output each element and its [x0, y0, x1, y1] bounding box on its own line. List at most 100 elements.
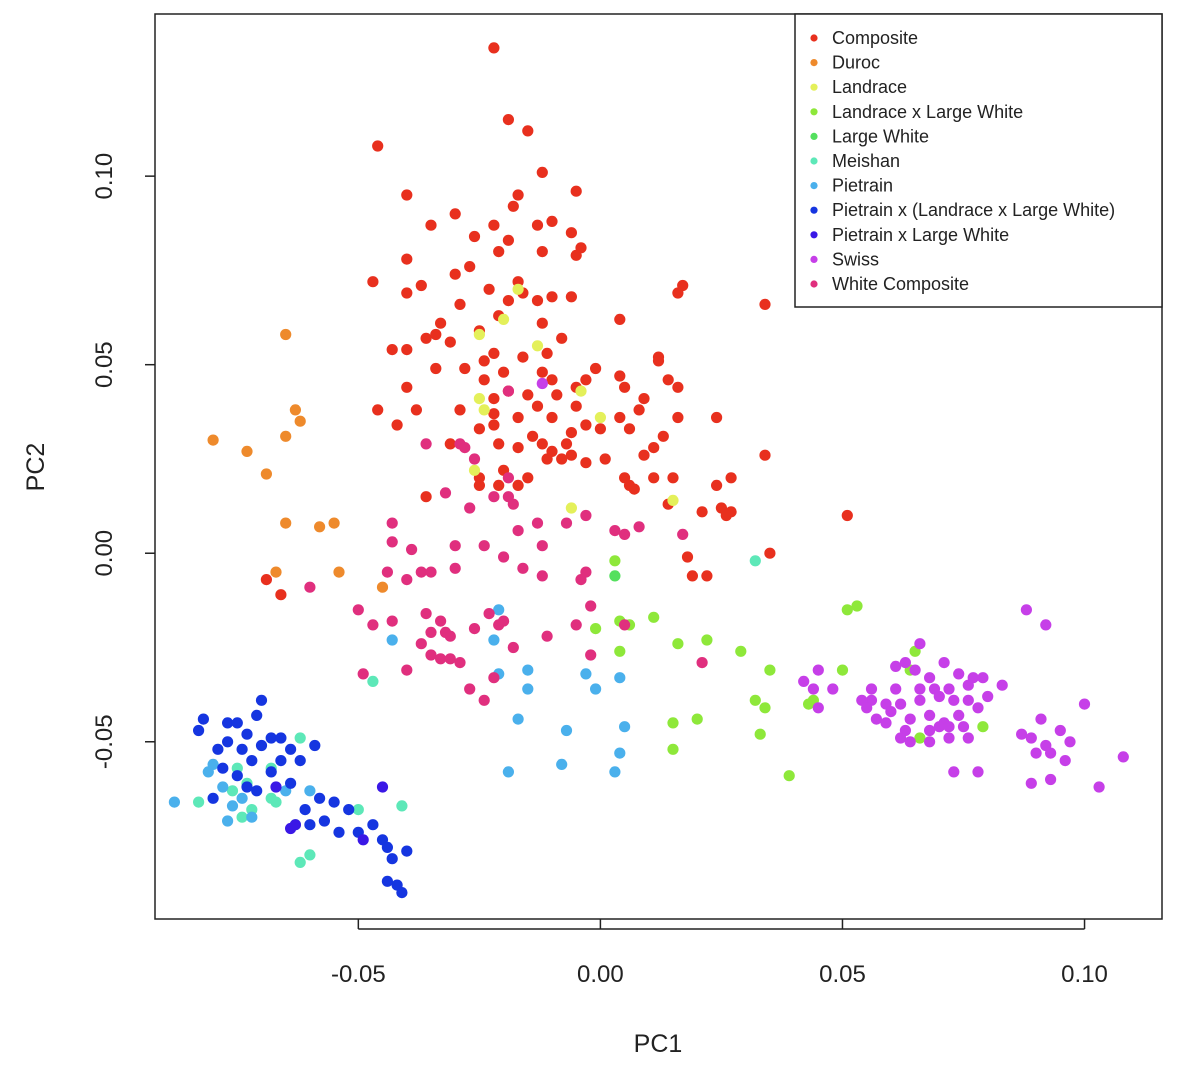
- point-composite-52: [478, 355, 490, 367]
- point-white-composite-48: [468, 623, 481, 635]
- point-swiss-27: [953, 709, 965, 722]
- point-composite-7: [570, 185, 582, 197]
- point-white-composite-29: [580, 566, 592, 578]
- point-composite-23: [367, 276, 379, 288]
- point-composite-33: [565, 291, 578, 303]
- point-landrace-x-large-white-10: [764, 664, 776, 676]
- point-pietrain-x-landrace-x-large-white-20: [251, 785, 263, 797]
- point-swiss-32: [870, 713, 883, 725]
- point-pietrain-x-landrace-x-large-white-5: [255, 694, 268, 706]
- point-white-composite-15: [619, 528, 631, 541]
- point-composite-129: [681, 551, 694, 563]
- point-pietrain-x-landrace-x-large-white-31: [309, 739, 321, 752]
- point-swiss-63: [1045, 773, 1057, 786]
- point-pietrain-x-landrace-x-large-white-27: [318, 815, 330, 827]
- point-swiss-39: [943, 721, 955, 733]
- point-composite-0: [488, 42, 500, 54]
- point-pietrain-5: [236, 792, 248, 804]
- point-swiss-10: [977, 672, 989, 684]
- point-landrace-8: [468, 464, 481, 476]
- point-white-composite-59: [454, 657, 466, 669]
- point-swiss-23: [948, 694, 960, 706]
- point-swiss-65: [1093, 781, 1105, 793]
- point-swiss-20: [895, 698, 907, 710]
- point-landrace-x-large-white-12: [759, 702, 771, 714]
- point-pietrain-x-large-white-4: [285, 822, 297, 835]
- point-composite-16: [565, 227, 578, 239]
- legend-label-swiss: Swiss: [832, 249, 879, 269]
- point-swiss-4: [890, 660, 902, 673]
- point-pietrain-x-landrace-x-large-white-0: [197, 713, 209, 725]
- point-swiss-7: [938, 657, 950, 669]
- point-white-composite-62: [488, 672, 500, 684]
- point-composite-66: [401, 381, 413, 393]
- point-composite-36: [454, 298, 466, 310]
- x-tick-label: -0.05: [331, 961, 386, 988]
- point-white-composite-37: [367, 619, 379, 631]
- point-composite-133: [260, 574, 272, 586]
- point-swiss-8: [953, 668, 965, 680]
- point-pietrain-7: [246, 811, 258, 823]
- point-composite-121: [473, 479, 485, 491]
- point-pietrain-x-landrace-x-large-white-17: [231, 770, 243, 782]
- point-white-composite-46: [435, 653, 447, 665]
- x-axis: -0.05 0.00 0.05 0.10: [331, 919, 1108, 988]
- point-composite-97: [512, 442, 524, 454]
- point-swiss-40: [957, 721, 970, 733]
- point-white-composite-3: [468, 453, 481, 465]
- point-swiss-15: [914, 683, 926, 695]
- point-white-composite-32: [415, 566, 427, 578]
- point-composite-5: [512, 189, 524, 201]
- point-composite-39: [430, 328, 442, 341]
- point-white-composite-60: [464, 683, 476, 695]
- point-composite-55: [459, 362, 471, 375]
- point-composite-90: [488, 419, 500, 431]
- legend-marker-pietrain: [810, 182, 818, 190]
- point-meishan-8: [294, 732, 306, 744]
- point-composite-41: [536, 317, 548, 329]
- point-swiss-17: [865, 683, 878, 695]
- point-composite-24: [464, 261, 476, 273]
- point-pietrain-x-landrace-x-large-white-25: [328, 796, 340, 808]
- point-swiss-57: [1064, 736, 1076, 748]
- point-pietrain-24: [556, 758, 568, 771]
- point-duroc-0: [280, 328, 292, 341]
- point-pietrain-8: [304, 785, 316, 797]
- point-composite-2: [522, 125, 534, 137]
- point-landrace-7: [594, 411, 607, 424]
- point-white-composite-27: [536, 570, 548, 582]
- point-swiss-41: [962, 732, 974, 744]
- point-landrace-x-large-white-0: [851, 600, 863, 612]
- point-landrace-9: [565, 502, 578, 514]
- point-composite-83: [614, 411, 626, 424]
- point-duroc-9: [328, 517, 340, 529]
- point-pietrain-3: [217, 781, 229, 793]
- point-swiss-59: [1045, 747, 1057, 759]
- point-meishan-1: [226, 785, 239, 797]
- legend-marker-white-composite: [810, 280, 818, 288]
- point-meishan-15: [396, 800, 408, 812]
- point-swiss-3: [899, 657, 912, 669]
- point-composite-27: [415, 279, 427, 292]
- point-pietrain-x-landrace-x-large-white-22: [265, 766, 277, 778]
- point-swiss-58: [1035, 713, 1047, 725]
- point-swiss-45: [895, 732, 907, 744]
- point-pietrain-x-landrace-x-large-white-35: [381, 841, 393, 854]
- point-landrace-5: [575, 385, 587, 397]
- point-swiss-1: [1040, 619, 1052, 631]
- point-landrace-6: [473, 393, 485, 405]
- point-swiss-31: [885, 706, 897, 718]
- point-pietrain-x-landrace-x-large-white-16: [275, 755, 287, 767]
- point-composite-128: [720, 509, 732, 522]
- point-landrace-x-large-white-9: [735, 645, 747, 657]
- y-axis: -0.05 0.00 0.05 0.10: [91, 153, 155, 769]
- point-white-composite-49: [493, 619, 505, 631]
- point-pietrain-x-landrace-x-large-white-1: [193, 724, 205, 737]
- point-composite-22: [449, 268, 461, 280]
- point-composite-31: [531, 295, 544, 307]
- point-white-composite-53: [585, 600, 597, 612]
- point-swiss-2: [914, 638, 926, 650]
- point-pietrain-x-landrace-x-large-white-24: [314, 792, 326, 804]
- point-swiss-51: [827, 683, 839, 695]
- point-composite-13: [468, 230, 481, 243]
